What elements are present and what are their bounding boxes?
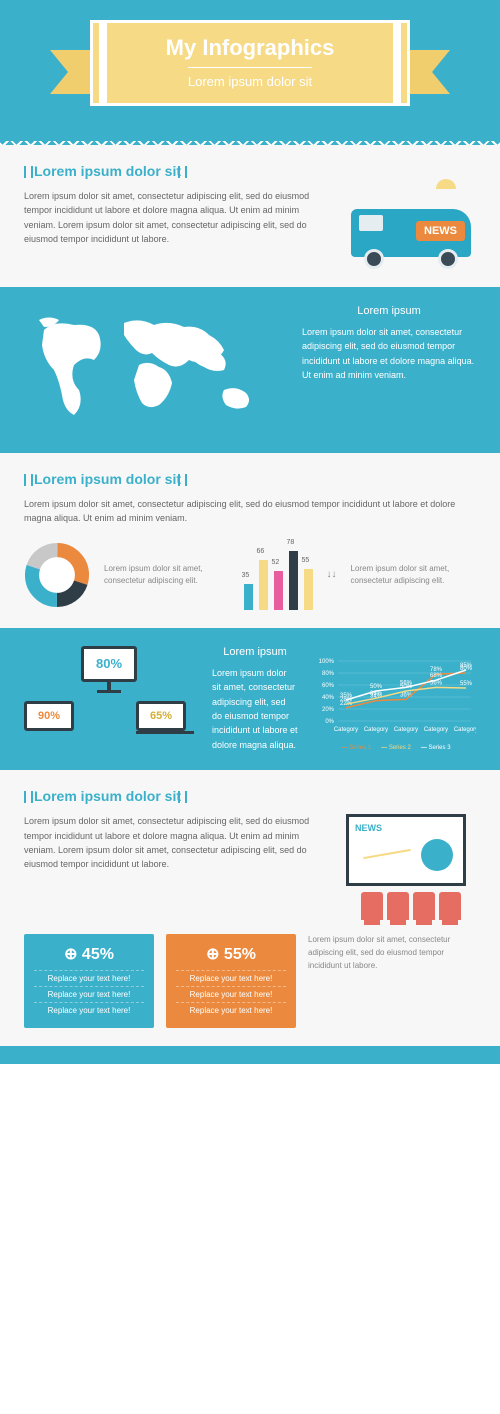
title-ribbon: My Infographics Lorem ipsum dolor sit <box>90 20 410 106</box>
section-5-text: Lorem ipsum dolor sit amet, consectetur … <box>24 814 328 920</box>
svg-text:60%: 60% <box>322 683 335 689</box>
section-1-text: Lorem ipsum dolor sit amet, consectetur … <box>24 189 328 269</box>
tv-news-icon: NEWS <box>346 814 476 920</box>
svg-text:55%: 55% <box>460 681 473 687</box>
svg-text:50%: 50% <box>370 684 383 690</box>
world-map-icon <box>24 305 284 435</box>
section-4-heading: Lorem ipsum <box>212 646 298 658</box>
section-4-text: Lorem ipsum dolor sit amet, consectetur … <box>212 666 298 752</box>
monitor-icon: 80% <box>81 646 137 682</box>
zigzag-divider <box>0 131 500 145</box>
section-5-heading: Lorem ipsum dolor sit <box>24 788 181 804</box>
svg-text:85%: 85% <box>460 663 473 669</box>
svg-text:Category: Category <box>394 727 418 733</box>
main-title: My Infographics <box>115 35 385 61</box>
phone-icon: 90% <box>24 701 74 731</box>
stat-card: ⊕ 45%Replace your text here!Replace your… <box>24 934 154 1028</box>
svg-text:Category: Category <box>454 727 476 733</box>
line-chart: 0% 20% 40% 60% 80% 100% Category Category Catego… <box>316 646 476 752</box>
svg-text:Category: Category <box>424 727 448 733</box>
arrows-icon: ↓↓ <box>327 569 337 580</box>
section-5: Lorem ipsum dolor sit Lorem ipsum dolor … <box>0 770 500 1046</box>
svg-text:100%: 100% <box>319 659 335 665</box>
section-3-heading: Lorem ipsum dolor sit <box>24 471 181 487</box>
svg-text:40%: 40% <box>322 695 335 701</box>
donut-caption: Lorem ipsum dolor sit amet, consectetur … <box>104 563 230 587</box>
section-3-text: Lorem ipsum dolor sit amet, consectetur … <box>24 497 476 526</box>
section-3: Lorem ipsum dolor sit Lorem ipsum dolor … <box>0 453 500 628</box>
cards-caption: Lorem ipsum dolor sit amet, consectetur … <box>308 934 476 1028</box>
section-2: Lorem ipsum Lorem ipsum dolor sit amet, … <box>0 287 500 453</box>
section-4: 80% 90% 65% Lorem ipsum Lorem ipsum dolo… <box>0 628 500 770</box>
laptop-icon: 65% <box>136 701 186 731</box>
svg-text:20%: 20% <box>322 707 335 713</box>
news-van-icon: NEWS <box>346 189 476 269</box>
stat-card: ⊕ 55%Replace your text here!Replace your… <box>166 934 296 1028</box>
section-2-text: Lorem ipsum dolor sit amet, consectetur … <box>302 325 476 383</box>
main-subtitle: Lorem ipsum dolor sit <box>188 67 312 89</box>
donut-chart <box>24 542 90 608</box>
svg-text:80%: 80% <box>322 671 335 677</box>
footer-bar <box>0 1046 500 1064</box>
bars-caption: Lorem ipsum dolor sit amet, consectetur … <box>351 563 477 587</box>
svg-text:Category: Category <box>334 727 358 733</box>
section-2-heading: Lorem ipsum <box>302 305 476 317</box>
section-1-heading: Lorem ipsum dolor sit <box>24 163 181 179</box>
devices-group: 80% 90% 65% <box>24 646 194 752</box>
svg-text:0%: 0% <box>325 719 334 725</box>
bar-chart: 3566527855 <box>244 540 313 610</box>
svg-text:Category: Category <box>364 727 388 733</box>
header-banner: My Infographics Lorem ipsum dolor sit <box>0 0 500 131</box>
section-1: Lorem ipsum dolor sit Lorem ipsum dolor … <box>0 145 500 287</box>
